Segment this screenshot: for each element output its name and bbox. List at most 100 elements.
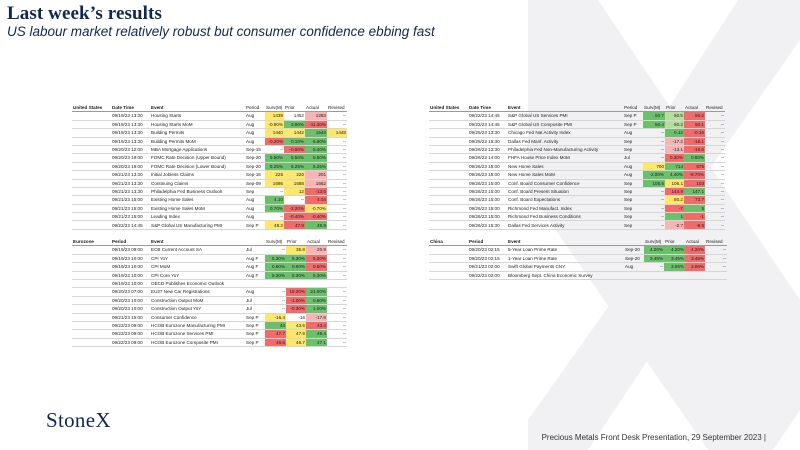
table-cell: Sep P: [245, 220, 265, 230]
table-cell: --: [265, 145, 284, 155]
table-cell: [72, 338, 111, 348]
table-cell: --: [643, 195, 665, 205]
table-cell: [429, 220, 468, 230]
column-header: Revised: [327, 104, 347, 113]
column-header: Actual: [305, 104, 327, 113]
table-cell: FOMC Rate Decision (Lower Bound): [150, 162, 245, 172]
table-cell: CPI MoM: [150, 262, 245, 272]
table-cell: [72, 287, 111, 297]
table-cell: 09/20/23 12:00: [111, 145, 150, 155]
table-cell: --: [644, 262, 664, 272]
table-row: 09/20/23 10:00 Construction Output YoY Jul…: [72, 304, 347, 314]
table-cell: [72, 120, 111, 130]
table-cell: 0.80%: [684, 153, 705, 163]
table-cell: New Home Sales: [507, 162, 623, 172]
table-cell: Swift Global Payments CNY: [507, 262, 624, 272]
column-header: Prior: [664, 238, 685, 247]
table-cell: Leading Index: [150, 212, 245, 222]
table-cell: Aug: [245, 111, 265, 121]
table-cell: 09/22/23 14:45: [468, 120, 507, 130]
table-cell: 50.5: [665, 111, 684, 121]
table-cell: Richmond Fed Business Conditions: [507, 212, 623, 222]
table-cell: 5.50%: [265, 153, 284, 163]
table-cell: 09/19/23 10:00: [111, 262, 150, 272]
table-cell: EU27 New Car Registrations: [150, 287, 245, 297]
table-cell: 3.45%: [664, 254, 685, 264]
table-cell: 09/26/23 15:00: [468, 179, 507, 188]
table-cell: 47.1: [306, 338, 327, 348]
table-cell: Aug: [623, 162, 643, 172]
table-cell: Aug: [245, 195, 265, 205]
table-cell: Philadelphia Fed Non-Manufacturing Activ…: [507, 145, 623, 155]
table-cell: --: [265, 187, 284, 197]
table-cell: [429, 162, 468, 172]
table-cell: 5.20%: [306, 254, 327, 264]
table-cell: 5.30%: [306, 271, 327, 280]
table-header-row: United States Date Time Event Period Surv(M)…: [429, 104, 725, 113]
table-cell: 0.70%: [265, 204, 284, 214]
table-cell: Sep: [623, 220, 643, 230]
table-cell: 4.04: [305, 195, 327, 205]
table-cell: Existing Home Sales MoM: [150, 204, 245, 214]
table-cell: --: [705, 145, 725, 155]
table-cell: --: [705, 179, 725, 188]
table-cell: [72, 262, 111, 272]
table-cell: -0.80%: [284, 145, 305, 155]
column-header: Period: [623, 104, 643, 113]
table-cell: -2.7: [665, 220, 684, 230]
table-cell: Sep: [623, 204, 643, 214]
column-header: Revised: [327, 238, 347, 247]
table-cell: Building Permits: [150, 128, 245, 138]
table-row: 09/26/23 15:00 Conf. Board Present Situat…: [429, 187, 725, 197]
table-cell: -18.1: [684, 137, 705, 146]
table-cell: Existing Home Sales: [150, 195, 245, 205]
table-cell: 21.00%: [306, 287, 327, 297]
column-header: Event: [150, 238, 245, 247]
table-cell: S&P Global US Manufacturing PMI: [150, 220, 245, 230]
table-cell: [429, 137, 468, 146]
table-cell: --: [327, 287, 347, 297]
table-cell: --: [327, 329, 347, 339]
table-cell: --: [327, 271, 347, 280]
table-cell: [429, 271, 468, 280]
table-cell: OECD Publishes Economic Outlook: [150, 279, 245, 289]
table-cell: 09/22/23 09:00: [111, 338, 150, 348]
table-cell: 48.4: [306, 329, 327, 339]
table-cell: --: [327, 111, 347, 121]
table-cell: 47.9: [286, 329, 306, 339]
table-row: 09/22/23 09:00 HCOB Eurozone Manufacturin…: [72, 321, 347, 331]
table-cell: Sep P: [623, 111, 643, 121]
table-cell: --: [327, 145, 347, 155]
table-row: 09/19/23 13:30 Building Permits MoM Aug -0.…: [72, 137, 347, 146]
table-cell: 09/21/23 15:00: [111, 204, 150, 214]
table-cell: [72, 321, 111, 331]
table-cell: [72, 128, 111, 138]
table-cell: 0.60%: [286, 262, 306, 272]
table-cell: Sep: [623, 187, 643, 197]
table-cell: [429, 145, 468, 155]
table-cell: Sep: [245, 187, 265, 197]
table-cell: -11.30%: [305, 120, 327, 130]
table-cell: 09/20/23 10:00: [111, 304, 150, 314]
table-cell: -0.40%: [284, 212, 305, 222]
table-cell: 09/22/23 02:00: [468, 271, 507, 280]
table-cell: Aug F: [245, 271, 265, 280]
table-cell: 0.12: [665, 128, 684, 138]
table-cell: --: [705, 195, 725, 205]
table-cell: --: [705, 187, 725, 197]
table-cell: Jul: [245, 304, 265, 314]
table-cell: -0.90%: [265, 120, 284, 130]
table-cell: --: [705, 137, 725, 146]
table-cell: New Home Sales MoM: [507, 170, 623, 180]
table-row: 09/20/23 19:00 FOMC Rate Decision (Lower …: [72, 162, 347, 172]
table-cell: Housing Starts MoM: [150, 120, 245, 130]
table-row: 09/25/23 15:30 Dallas Fed Manf. Activity S…: [429, 137, 725, 146]
column-header: Revised: [705, 104, 725, 113]
table-cell: 09/26/23 15:00: [468, 195, 507, 205]
table-cell: 09/21/23 13:30: [111, 187, 150, 197]
column-header: Period: [245, 104, 265, 113]
column-header: United States: [429, 104, 468, 113]
table-cell: [72, 245, 111, 255]
table-cell: -2.00%: [643, 170, 665, 180]
table-cell: [429, 111, 468, 121]
